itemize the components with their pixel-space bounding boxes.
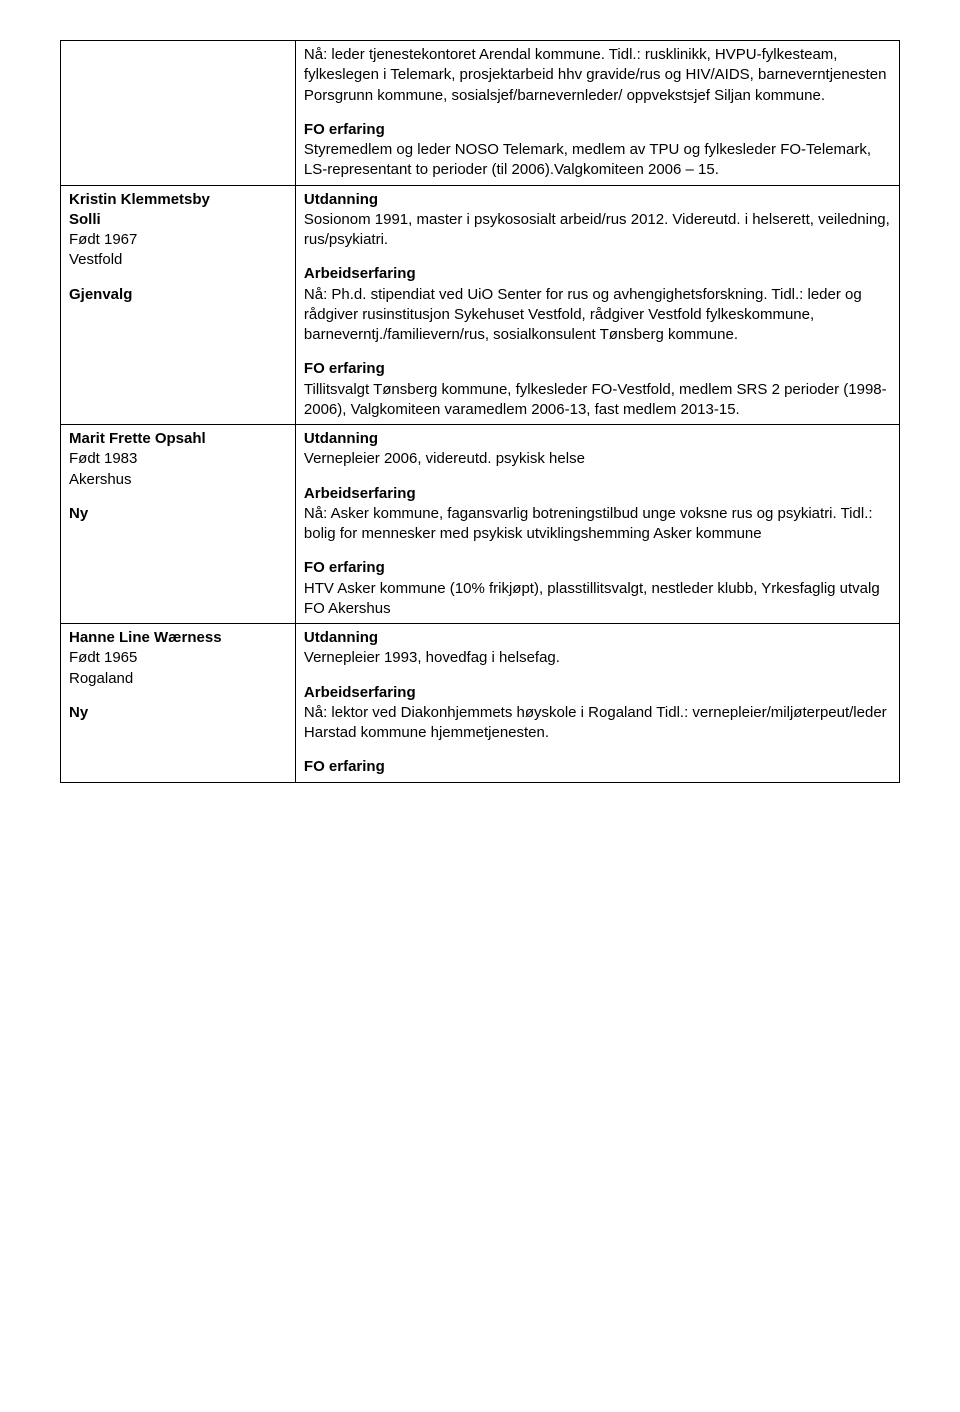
work-text: Nå: lektor ved Diakonhjemmets høyskole i… — [304, 704, 887, 741]
fo-text: Styremedlem og leder NOSO Telemark, medl… — [304, 141, 871, 178]
fo-label: FO erfaring — [304, 757, 891, 777]
table-row: Nå: leder tjenestekontoret Arendal kommu… — [61, 41, 900, 186]
candidate-born: Født 1967 — [69, 230, 287, 250]
candidate-region: Vestfold — [69, 250, 287, 270]
candidate-cell-right: Utdanning Sosionom 1991, master i psykos… — [295, 185, 899, 425]
candidate-status: Gjenvalg — [69, 285, 287, 305]
work-label: Arbeidserfaring — [304, 484, 891, 504]
fo-label: FO erfaring — [304, 558, 891, 578]
work-history-text: Nå: leder tjenestekontoret Arendal kommu… — [304, 46, 887, 104]
education-text: Vernepleier 2006, videreutd. psykisk hel… — [304, 450, 585, 467]
education-label: Utdanning — [304, 190, 891, 210]
candidates-table: Nå: leder tjenestekontoret Arendal kommu… — [60, 40, 900, 783]
work-text: Nå: Ph.d. stipendiat ved UiO Senter for … — [304, 286, 862, 344]
candidate-region: Rogaland — [69, 669, 287, 689]
candidate-cell-left: Hanne Line Wærness Født 1965 Rogaland Ny — [61, 624, 296, 783]
education-label: Utdanning — [304, 628, 891, 648]
candidate-born: Født 1983 — [69, 449, 287, 469]
candidate-name: Hanne Line Wærness — [69, 628, 287, 648]
candidate-status: Ny — [69, 504, 287, 524]
candidate-cell-right: Nå: leder tjenestekontoret Arendal kommu… — [295, 41, 899, 186]
candidate-region: Akershus — [69, 470, 287, 490]
fo-text: HTV Asker kommune (10% frikjøpt), plasst… — [304, 580, 880, 617]
education-text: Vernepleier 1993, hovedfag i helsefag. — [304, 649, 560, 666]
candidate-cell-right: Utdanning Vernepleier 2006, videreutd. p… — [295, 425, 899, 624]
candidate-name: Solli — [69, 210, 287, 230]
work-label: Arbeidserfaring — [304, 264, 891, 284]
candidate-cell-left — [61, 41, 296, 186]
education-text: Sosionom 1991, master i psykososialt arb… — [304, 211, 890, 248]
candidate-status: Ny — [69, 703, 287, 723]
work-text: Nå: Asker kommune, fagansvarlig botrenin… — [304, 505, 873, 542]
work-label: Arbeidserfaring — [304, 683, 891, 703]
candidate-name: Kristin Klemmetsby — [69, 190, 287, 210]
candidate-cell-right: Utdanning Vernepleier 1993, hovedfag i h… — [295, 624, 899, 783]
candidate-name: Marit Frette Opsahl — [69, 429, 287, 449]
fo-label: FO erfaring — [304, 359, 891, 379]
table-row: Marit Frette Opsahl Født 1983 Akershus N… — [61, 425, 900, 624]
table-row: Kristin Klemmetsby Solli Født 1967 Vestf… — [61, 185, 900, 425]
candidate-cell-left: Kristin Klemmetsby Solli Født 1967 Vestf… — [61, 185, 296, 425]
education-label: Utdanning — [304, 429, 891, 449]
candidate-cell-left: Marit Frette Opsahl Født 1983 Akershus N… — [61, 425, 296, 624]
candidate-born: Født 1965 — [69, 648, 287, 668]
table-row: Hanne Line Wærness Født 1965 Rogaland Ny… — [61, 624, 900, 783]
fo-label: FO erfaring — [304, 120, 891, 140]
fo-text: Tillitsvalgt Tønsberg kommune, fylkesled… — [304, 381, 887, 418]
